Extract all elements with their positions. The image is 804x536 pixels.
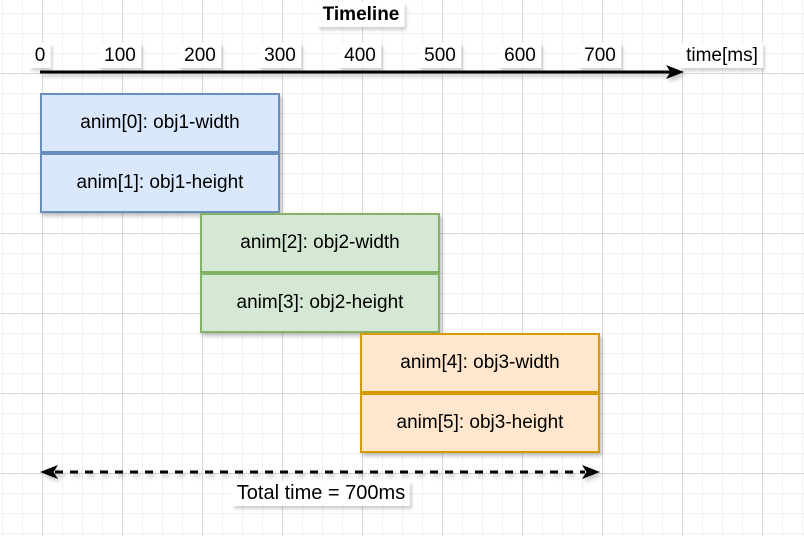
time-axis-arrow[interactable] bbox=[30, 58, 700, 86]
tick-label-500: 500 bbox=[419, 43, 461, 68]
total-duration-arrow[interactable] bbox=[30, 458, 620, 486]
tick-label-700: 700 bbox=[579, 43, 621, 68]
bar-anim0[interactable]: anim[0]: obj1-width bbox=[40, 93, 280, 153]
bar-anim1-label: anim[1]: obj1-height bbox=[76, 172, 244, 193]
tick-label-100: 100 bbox=[99, 43, 141, 68]
bar-anim1[interactable]: anim[1]: obj1-height bbox=[40, 153, 280, 213]
total-arrowhead-right-icon bbox=[582, 465, 600, 479]
time-axis-arrowhead-icon bbox=[666, 65, 684, 79]
bar-anim4[interactable]: anim[4]: obj3-width bbox=[360, 333, 600, 393]
total-arrowhead-left-icon bbox=[40, 465, 58, 479]
bar-anim3[interactable]: anim[3]: obj2-height bbox=[200, 273, 440, 333]
bar-anim0-label: anim[0]: obj1-width bbox=[80, 112, 240, 133]
bar-anim4-label: anim[4]: obj3-width bbox=[400, 352, 560, 373]
bar-anim5-label: anim[5]: obj3-height bbox=[396, 412, 564, 433]
time-axis-unit-label: time[ms] bbox=[681, 43, 763, 68]
tick-label-0: 0 bbox=[29, 43, 51, 68]
total-time-label: Total time = 700ms bbox=[231, 481, 411, 506]
bar-anim2-label: anim[2]: obj2-width bbox=[240, 232, 400, 253]
tick-label-300: 300 bbox=[259, 43, 301, 68]
bar-anim5[interactable]: anim[5]: obj3-height bbox=[360, 393, 600, 453]
tick-label-200: 200 bbox=[179, 43, 221, 68]
bar-anim2[interactable]: anim[2]: obj2-width bbox=[200, 213, 440, 273]
tick-label-400: 400 bbox=[339, 43, 381, 68]
tick-label-600: 600 bbox=[499, 43, 541, 68]
diagram-title: Timeline bbox=[317, 2, 405, 27]
bar-anim3-label: anim[3]: obj2-height bbox=[236, 292, 404, 313]
